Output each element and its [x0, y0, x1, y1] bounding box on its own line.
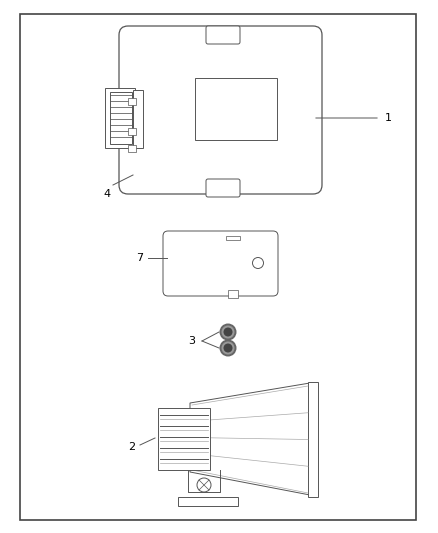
Circle shape [223, 327, 233, 336]
Bar [228, 290, 238, 298]
Bar [226, 236, 240, 240]
Text: 2: 2 [128, 442, 135, 452]
Bar [133, 90, 143, 148]
Circle shape [219, 324, 237, 341]
Text: 7: 7 [136, 253, 143, 263]
FancyBboxPatch shape [206, 26, 240, 44]
Polygon shape [190, 383, 310, 495]
Text: 3: 3 [188, 336, 195, 346]
FancyBboxPatch shape [119, 26, 322, 194]
FancyBboxPatch shape [163, 231, 278, 296]
Circle shape [222, 326, 234, 338]
Bar [158, 408, 210, 470]
Bar [128, 98, 136, 105]
Circle shape [197, 478, 211, 492]
Text: 1: 1 [385, 113, 392, 123]
Bar [128, 145, 136, 152]
Text: 4: 4 [103, 189, 110, 199]
Circle shape [223, 343, 233, 352]
FancyBboxPatch shape [206, 179, 240, 197]
Bar [178, 497, 238, 506]
Bar [308, 382, 318, 497]
Bar [110, 92, 132, 144]
Circle shape [222, 342, 234, 354]
Circle shape [219, 340, 237, 357]
Bar [105, 88, 135, 148]
Bar [128, 128, 136, 135]
Circle shape [252, 257, 264, 269]
Bar [195, 78, 277, 140]
